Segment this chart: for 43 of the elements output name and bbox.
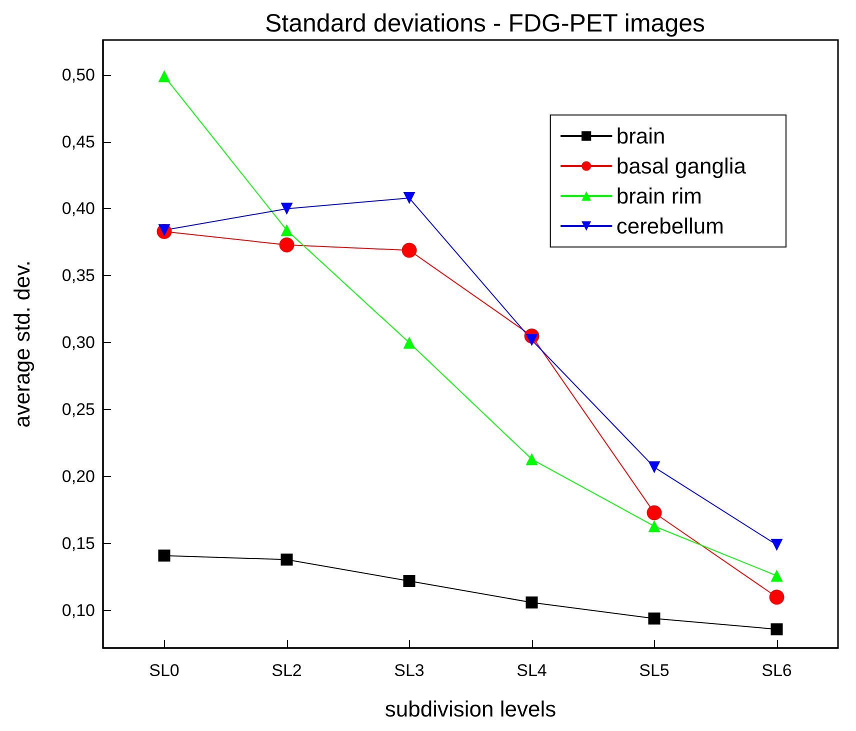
y-axis-title: average std. dev.	[10, 260, 34, 428]
x-tick-label: SL5	[639, 661, 670, 680]
point	[158, 70, 170, 82]
point	[402, 242, 417, 258]
point	[280, 202, 293, 215]
y-tick-label: 0,30	[62, 333, 95, 352]
point	[526, 596, 538, 608]
chart-title: Standard deviations - FDG-PET images	[264, 10, 706, 38]
x-axis-title: subdivision levels	[384, 696, 556, 722]
point	[403, 336, 416, 349]
y-tick-label: 0,15	[62, 534, 95, 554]
point	[526, 453, 538, 466]
legend-label: cerebellum	[616, 214, 724, 238]
x-tick-label: SL4	[516, 661, 547, 680]
point	[279, 237, 294, 252]
point	[770, 570, 783, 582]
point	[158, 550, 170, 562]
point	[280, 224, 293, 236]
point	[403, 192, 416, 204]
y-tick-label: 0,25	[62, 400, 95, 420]
point	[403, 575, 416, 588]
y-tick-label: 0,10	[62, 601, 95, 620]
x-tick-label: SL0	[149, 661, 180, 680]
y-tick-label: 0,35	[62, 266, 95, 286]
x-tick-label: SL6	[762, 661, 792, 680]
point	[648, 520, 660, 532]
point	[648, 461, 660, 474]
legend-label: brain	[616, 124, 666, 148]
point	[648, 612, 660, 625]
point	[770, 623, 783, 636]
x-tick-label: SL2	[272, 661, 302, 680]
point	[280, 554, 293, 566]
legend-label: basal ganglia	[616, 154, 747, 178]
point	[770, 538, 783, 551]
y-tick-label: 0,50	[62, 65, 95, 84]
point	[526, 334, 538, 346]
y-tick-label: 0,20	[62, 467, 95, 486]
point	[769, 590, 784, 605]
point	[646, 505, 662, 520]
y-tick-label: 0,45	[62, 132, 95, 152]
y-tick-label: 0,40	[62, 199, 95, 218]
x-tick-label: SL3	[394, 661, 424, 680]
legend-label: brain rim	[616, 184, 702, 208]
